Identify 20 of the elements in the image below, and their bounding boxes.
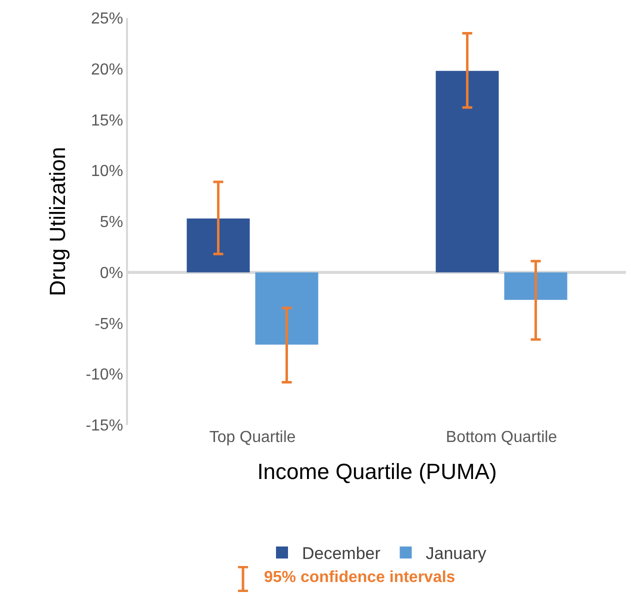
legend-label: December bbox=[302, 544, 381, 564]
bar bbox=[436, 70, 499, 272]
bar bbox=[255, 272, 318, 345]
y-tick-label: 20% bbox=[91, 61, 124, 78]
x-axis-title: Income Quartile (PUMA) bbox=[257, 458, 497, 484]
y-tick-label: -15% bbox=[86, 418, 124, 435]
y-tick-label: 10% bbox=[91, 163, 124, 180]
y-tick-label: -5% bbox=[94, 316, 124, 333]
y-tick-label: 15% bbox=[91, 112, 124, 130]
y-tick-label: 25% bbox=[91, 10, 124, 28]
y-tick-label: 5% bbox=[100, 214, 124, 232]
bar bbox=[186, 218, 250, 272]
x-tick-label: Top Quartile bbox=[209, 429, 296, 446]
y-tick-label: -10% bbox=[86, 366, 124, 384]
x-tick-label: Bottom Quartile bbox=[446, 429, 558, 446]
y-axis-title: Drug Utilization bbox=[44, 146, 70, 296]
y-tick-label: 0% bbox=[100, 264, 124, 282]
text: 95% confidence intervals bbox=[264, 569, 456, 586]
bar bbox=[504, 272, 568, 300]
legend-label: January bbox=[426, 544, 487, 564]
